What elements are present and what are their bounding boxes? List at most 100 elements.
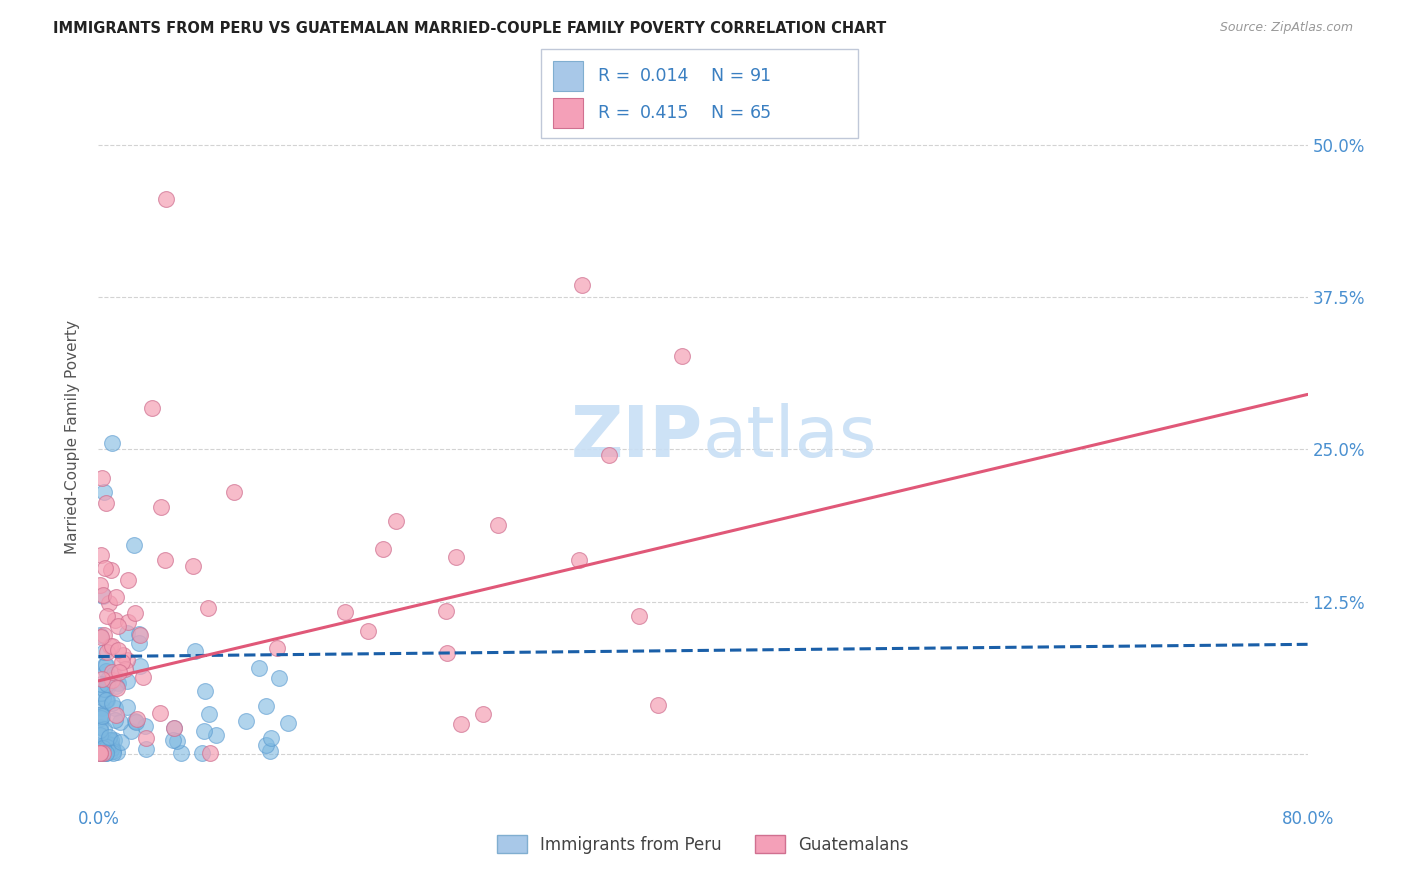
Point: [141, 401, 163, 416]
Text: Source: ZipAtlas.com: Source: ZipAtlas.com: [1219, 21, 1353, 34]
Point: [190, 746, 212, 760]
Text: 0.415: 0.415: [640, 104, 689, 122]
Text: N =: N =: [700, 104, 749, 122]
Point: [357, 624, 380, 638]
Point: [117, 615, 139, 630]
Point: [105, 681, 128, 695]
Point: [96, 740, 118, 755]
Point: [94, 739, 117, 754]
Point: [98, 639, 121, 653]
Point: [149, 500, 172, 514]
Point: [124, 714, 146, 728]
Y-axis label: Married-Couple Family Poverty: Married-Couple Family Poverty: [65, 320, 80, 554]
Point: [129, 659, 152, 673]
Point: [434, 603, 457, 617]
Point: [89, 578, 111, 592]
Point: [101, 436, 124, 450]
Point: [94, 657, 117, 672]
Legend: Immigrants from Peru, Guatemalans: Immigrants from Peru, Guatemalans: [491, 829, 915, 860]
Point: [94, 496, 117, 510]
Point: [94, 746, 117, 760]
Point: [111, 648, 134, 662]
Point: [94, 736, 117, 750]
Text: R =: R =: [598, 67, 636, 85]
Point: [647, 698, 669, 713]
Point: [91, 691, 114, 706]
Point: [94, 560, 117, 574]
Point: [101, 741, 124, 756]
Text: 0.014: 0.014: [640, 67, 689, 85]
Point: [98, 730, 121, 744]
Point: [89, 708, 111, 723]
Point: [94, 693, 117, 707]
Point: [100, 563, 122, 577]
Point: [260, 731, 283, 745]
Point: [101, 696, 124, 710]
Point: [134, 719, 156, 733]
Point: [198, 706, 221, 721]
Text: 91: 91: [749, 67, 772, 85]
Point: [197, 600, 219, 615]
Point: [96, 693, 118, 707]
Point: [162, 733, 184, 747]
Point: [96, 744, 118, 758]
Point: [124, 606, 146, 620]
Point: [200, 746, 222, 760]
Point: [97, 679, 120, 693]
Point: [93, 746, 115, 760]
Point: [90, 709, 112, 723]
Point: [100, 733, 122, 747]
Point: [101, 665, 124, 679]
Point: [103, 667, 125, 681]
Point: [90, 686, 112, 700]
Point: [93, 645, 115, 659]
Point: [153, 553, 176, 567]
Point: [94, 658, 117, 673]
Point: [103, 733, 125, 747]
Point: [135, 741, 157, 756]
Point: [110, 735, 132, 749]
Point: [96, 609, 118, 624]
Point: [89, 746, 111, 760]
Point: [94, 746, 117, 760]
Point: [120, 723, 142, 738]
Point: [108, 665, 131, 679]
Point: [598, 448, 620, 462]
Point: [259, 744, 281, 758]
Point: [235, 714, 257, 729]
Point: [104, 590, 127, 604]
Point: [193, 684, 215, 698]
Point: [90, 631, 112, 645]
Point: [247, 661, 270, 675]
Point: [93, 681, 115, 696]
Point: [117, 625, 139, 640]
Point: [96, 676, 118, 690]
Point: [193, 723, 215, 738]
Point: [93, 722, 115, 736]
Point: [89, 721, 111, 735]
Point: [107, 675, 129, 690]
Point: [627, 608, 650, 623]
Text: ZIP: ZIP: [571, 402, 703, 472]
Point: [89, 746, 111, 760]
Point: [89, 740, 111, 755]
Point: [105, 707, 128, 722]
Point: [90, 710, 112, 724]
Point: [101, 640, 124, 654]
Point: [105, 679, 128, 693]
Point: [266, 641, 288, 656]
Point: [93, 628, 115, 642]
Point: [205, 728, 228, 742]
Point: [90, 676, 112, 690]
Point: [132, 670, 155, 684]
Point: [181, 559, 204, 574]
Point: [98, 745, 121, 759]
Point: [96, 645, 118, 659]
Point: [94, 739, 117, 754]
Text: 65: 65: [749, 104, 772, 122]
Point: [91, 590, 114, 604]
Point: [89, 741, 111, 756]
Text: R =: R =: [598, 104, 636, 122]
Point: [104, 713, 127, 727]
Text: atlas: atlas: [703, 402, 877, 472]
